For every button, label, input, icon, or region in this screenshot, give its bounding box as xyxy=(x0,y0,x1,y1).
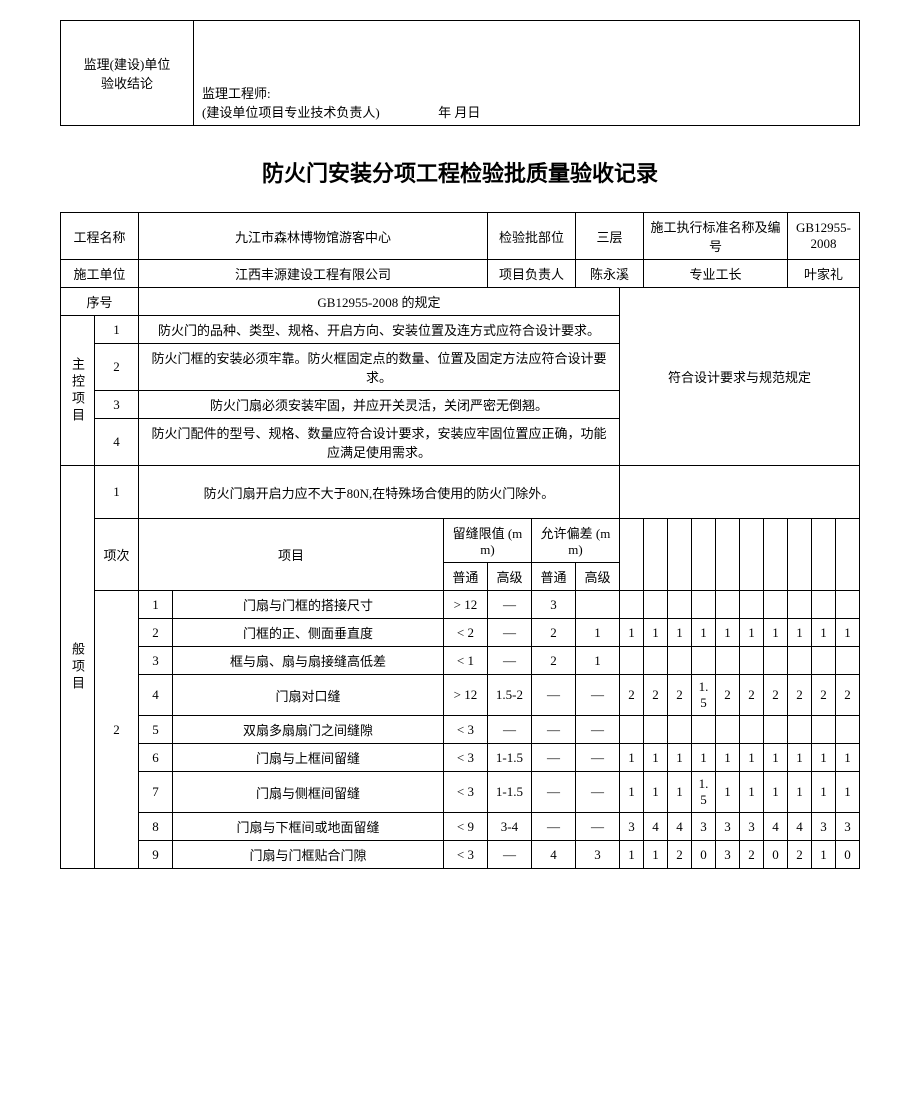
master-n-1: 1 xyxy=(95,316,139,344)
approval-label: 监理(建设)单位 验收结论 xyxy=(61,21,194,126)
pm-label: 项目负责人 xyxy=(487,260,575,288)
header-row-1: 工程名称 九江市森林博物馆游客中心 检验批部位 三层 施工执行标准名称及编号 G… xyxy=(61,213,860,260)
item-row-9: 9 门扇与门框贴合门隙 < 3—43 1120320210 xyxy=(61,841,860,869)
item-row-8: 8 门扇与下框间或地面留缝 < 93-4—— 3443334433 xyxy=(61,813,860,841)
proj-name: 九江市森林博物馆游客中心 xyxy=(139,213,488,260)
seam-normal: 普通 xyxy=(443,563,487,591)
proj-name-label: 工程名称 xyxy=(61,213,139,260)
master-n-4: 4 xyxy=(95,419,139,466)
general-n-1: 1 xyxy=(95,466,139,519)
sub-header-1: 项次 项目 留缝限值 (mm) 允许偏差 (mm) xyxy=(61,519,860,563)
main-table: 工程名称 九江市森林博物馆游客中心 检验批部位 三层 施工执行标准名称及编号 G… xyxy=(60,212,860,869)
batch-pos: 三层 xyxy=(575,213,643,260)
engineer-line: 监理工程师: xyxy=(202,83,853,102)
master-text-4: 防火门配件的型号、规格、数量应符合设计要求，安装应牢固位置应正确，功能应满足使用… xyxy=(139,419,620,466)
const-unit-label: 施工单位 xyxy=(61,260,139,288)
dev-normal: 普通 xyxy=(531,563,575,591)
general-label: 般项目 xyxy=(61,466,95,869)
tech-lead-line: (建设单位项目专业技术负责人) xyxy=(202,105,380,120)
master-text-3: 防火门扇必须安装牢固，并应开关灵活，关闭严密无倒翘。 xyxy=(139,391,620,419)
rule-title: GB12955-2008 的规定 xyxy=(139,288,620,316)
master-label: 主控项目 xyxy=(61,316,95,466)
signature-area: 监理工程师: (建设单位项目专业技术负责人) 年 月日 xyxy=(194,79,860,126)
std-name: GB12955-2008 xyxy=(788,213,860,260)
seq-label: 序号 xyxy=(61,288,139,316)
foreman-label: 专业工长 xyxy=(643,260,787,288)
header-row-2: 施工单位 江西丰源建设工程有限公司 项目负责人 陈永溪 专业工长 叶家礼 xyxy=(61,260,860,288)
item-no-label: 项次 xyxy=(95,519,139,591)
batch-pos-label: 检验批部位 xyxy=(487,213,575,260)
pm: 陈永溪 xyxy=(575,260,643,288)
item-row-5: 5 双扇多扇扇门之间缝隙 < 3——— xyxy=(61,716,860,744)
master-n-3: 3 xyxy=(95,391,139,419)
master-result: 符合设计要求与规范规定 xyxy=(619,288,859,466)
const-unit: 江西丰源建设工程有限公司 xyxy=(139,260,488,288)
item-row-2: 2 门框的正、侧面垂直度 < 2—21 1111111111 xyxy=(61,619,860,647)
item-row-4: 4 门扇对口缝 > 121.5-2—— 2221.5222222 xyxy=(61,675,860,716)
seam-limit-label: 留缝限值 (mm) xyxy=(443,519,531,563)
general-row-1: 般项目 1 防火门扇开启力应不大于80N,在特殊场合使用的防火门除外。 xyxy=(61,466,860,519)
item-name: 门扇与门框的搭接尺寸 xyxy=(173,591,444,619)
approval-block: 监理(建设)单位 验收结论 监理工程师: (建设单位项目专业技术负责人) 年 月… xyxy=(60,20,860,126)
master-text-1: 防火门的品种、类型、规格、开启方向、安装位置及连方式应符合设计要求。 xyxy=(139,316,620,344)
group-no: 2 xyxy=(95,591,139,869)
rule-header-row: 序号 GB12955-2008 的规定 符合设计要求与规范规定 xyxy=(61,288,860,316)
item-row-6: 6 门扇与上框间留缝 < 31-1.5—— 1111111111 xyxy=(61,744,860,772)
general-text-1: 防火门扇开启力应不大于80N,在特殊场合使用的防火门除外。 xyxy=(139,466,620,519)
foreman: 叶家礼 xyxy=(788,260,860,288)
dev-senior: 高级 xyxy=(575,563,619,591)
date-line: 年 月日 xyxy=(438,105,480,120)
item-row-3: 3 框与扇、扇与扇接缝高低差 < 1—21 xyxy=(61,647,860,675)
master-n-2: 2 xyxy=(95,344,139,391)
master-text-2: 防火门框的安装必须牢靠。防火框固定点的数量、位置及固定方法应符合设计要求。 xyxy=(139,344,620,391)
item-row-1: 2 1 门扇与门框的搭接尺寸 > 12 — 3 xyxy=(61,591,860,619)
page-title: 防火门安装分项工程检验批质量验收记录 xyxy=(60,156,860,188)
allow-dev-label: 允许偏差 (mm) xyxy=(531,519,619,563)
item-row-7: 7 门扇与侧框间留缝 < 31-1.5—— 1111.5111111 xyxy=(61,772,860,813)
seam-senior: 高级 xyxy=(487,563,531,591)
std-name-label: 施工执行标准名称及编号 xyxy=(643,213,787,260)
item-n: 1 xyxy=(139,591,173,619)
item-name-label: 项目 xyxy=(139,519,444,591)
